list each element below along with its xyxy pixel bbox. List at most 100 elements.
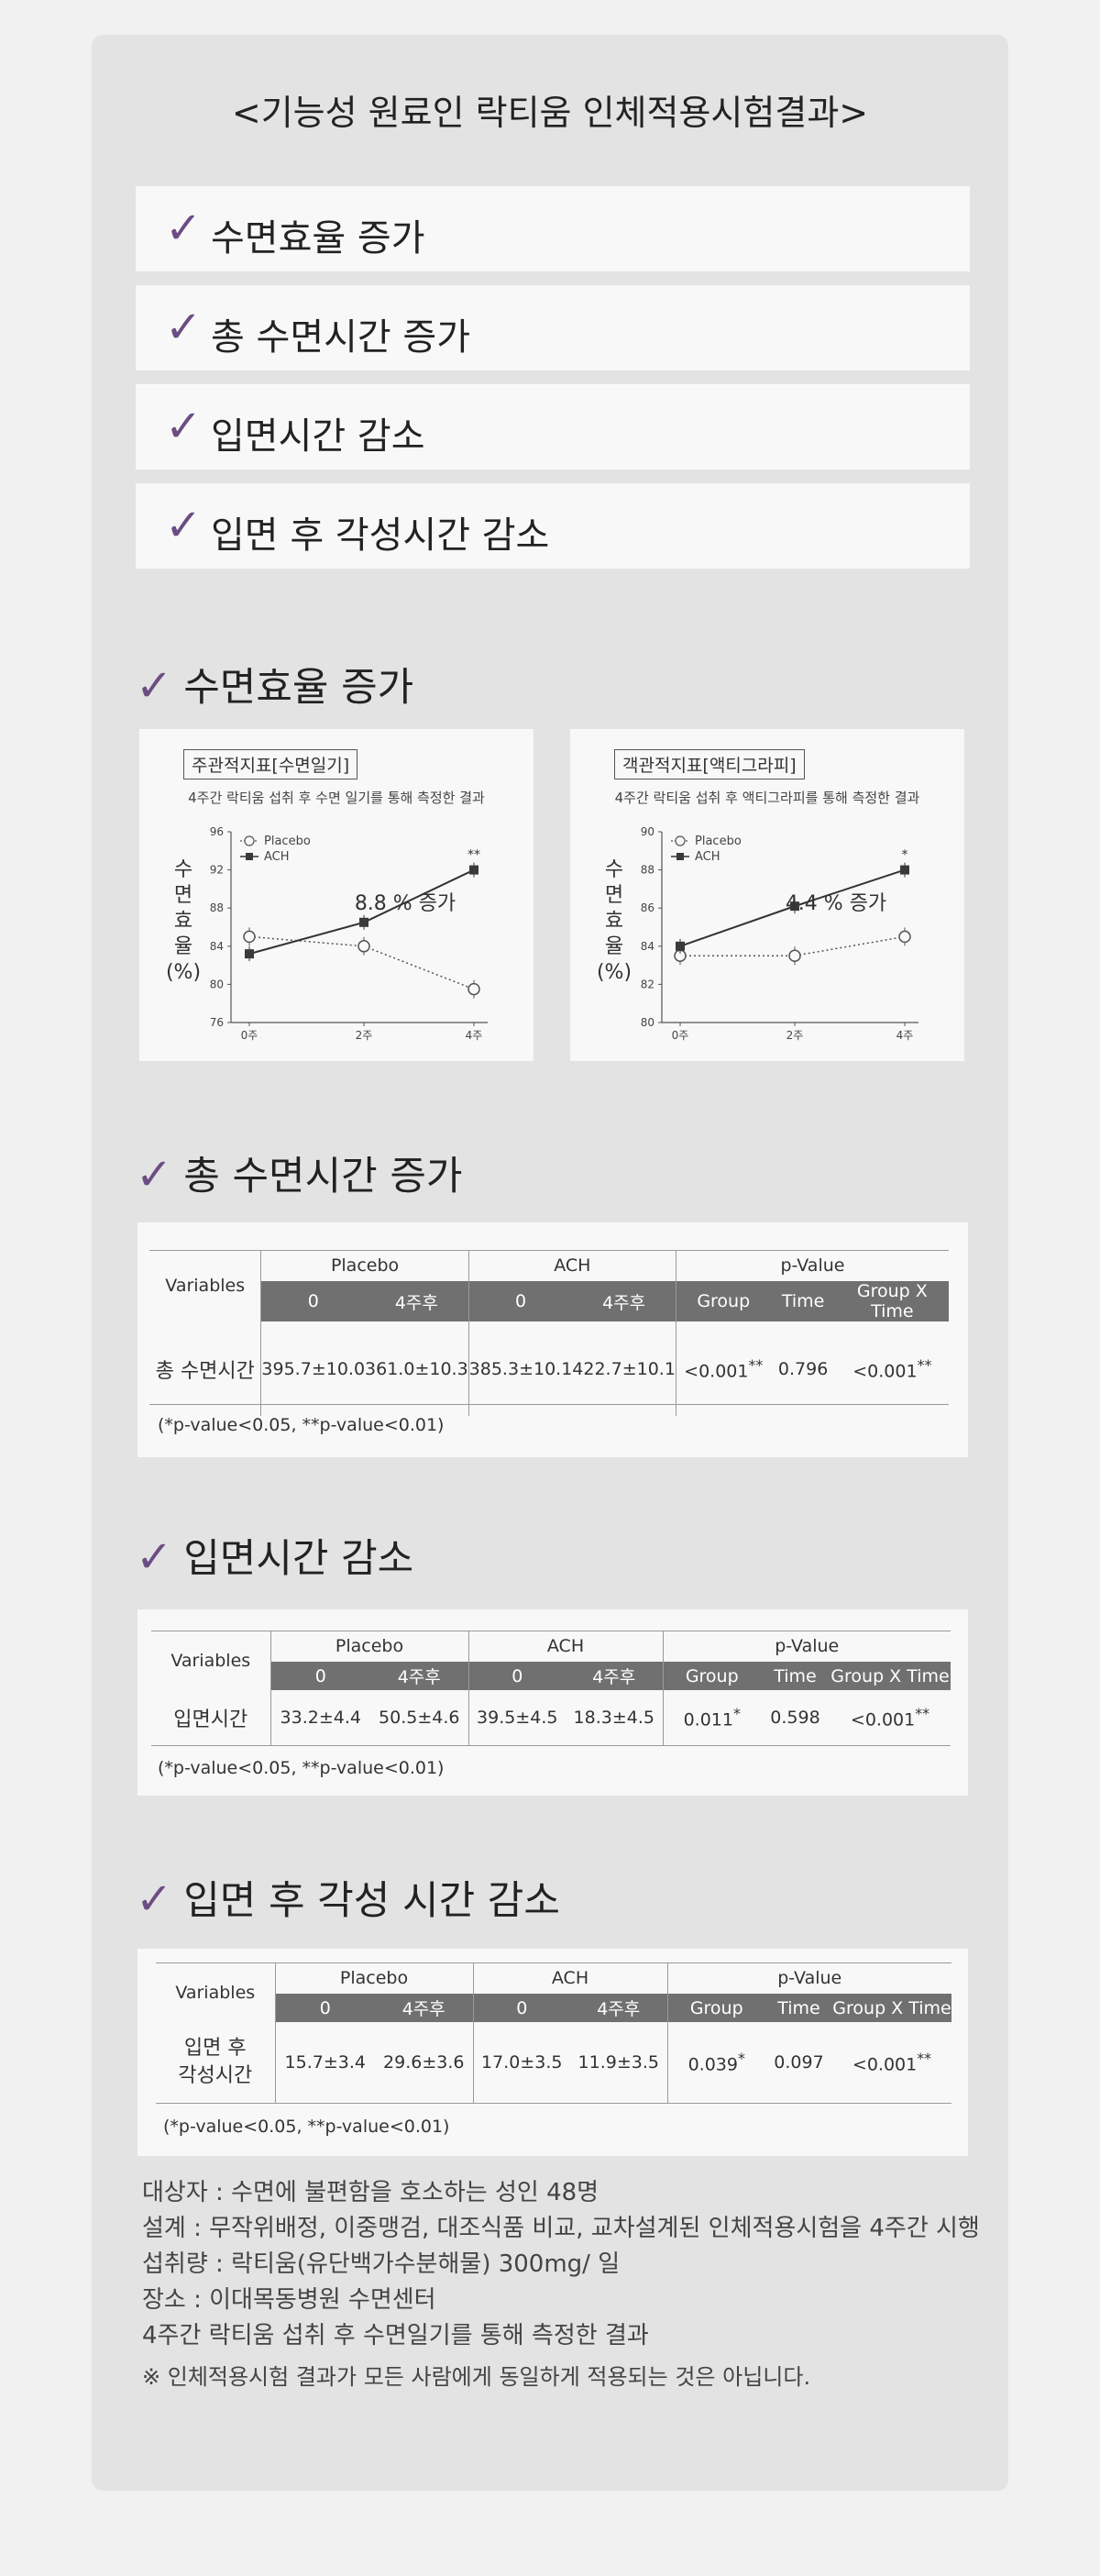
y-tick-label: 96 (210, 825, 224, 838)
legend-label-placebo: Placebo (264, 835, 311, 848)
x-tick-label: 4주 (466, 1029, 483, 1042)
subheader: 0 (473, 1994, 570, 2022)
table-cell: 0.598 (770, 1708, 820, 1728)
subheader: 4주후 (365, 1281, 469, 1321)
y-tick-label: 84 (641, 940, 654, 953)
study-notes: 대상자 : 수면에 불편함을 호소하는 성인 48명 설계 : 무작위배정, 이… (142, 2175, 980, 2395)
header-placebo: Placebo (270, 1631, 469, 1662)
table-cell: 39.5±4.5 (477, 1708, 558, 1728)
x-tick-label: 4주 (896, 1029, 914, 1042)
table-cell: <0.001** (684, 1355, 764, 1382)
summary-item-label: 입면시간 감소 (211, 415, 425, 458)
y-axis-label: 면 (605, 884, 623, 907)
line-chart: 76 80 84 88 92 96 0주 2주 4주 수면효율 (%) ** Placebo ACH 8.8… (166, 825, 488, 1042)
y-axis-label: 수 (174, 858, 192, 881)
summary-item-label: 수면효율 증가 (211, 217, 425, 260)
footnote: (*p-value<0.05, **p-value<0.01) (158, 1415, 445, 1435)
check-icon: ✓ (136, 1874, 173, 1925)
section-title-waso: ✓ 입면 후 각성 시간 감소 (136, 1874, 560, 1925)
note-line: 4주간 락티움 섭취 후 수면일기를 통해 측정한 결과 (142, 2322, 649, 2349)
section-title-sleep-onset: ✓ 입면시간 감소 (136, 1531, 414, 1583)
chart-subtitle: 4주간 락티움 섭취 후 수면 일기를 통해 측정한 결과 (188, 790, 485, 806)
y-tick-label: 86 (641, 901, 654, 914)
subheader: Time (761, 1662, 830, 1690)
table-cell: 385.3±10.1 (468, 1358, 573, 1379)
check-icon: ✓ (136, 1531, 173, 1583)
section-title-total-sleep: ✓ 총 수면시간 증가 (136, 1149, 463, 1200)
header-placebo: Placebo (260, 1250, 469, 1281)
table-cell: 0.097 (774, 2052, 824, 2073)
results-table: Variables Placebo ACH p-Value 0 4주후 0 4주… (149, 1250, 949, 1416)
data-point-placebo (898, 930, 911, 944)
legend-marker-placebo (675, 835, 686, 846)
y-tick-label: 80 (641, 1016, 654, 1029)
y-tick-label: 90 (641, 825, 654, 838)
table-card: Variables Placebo ACH p-Value 0 4주후 0 4주… (138, 1949, 968, 2156)
results-table: Variables Placebo ACH p-Value 0 4주후 0 4주… (151, 1631, 951, 1745)
significance-mark: * (902, 848, 908, 863)
table-cell: 0.011* (683, 1705, 741, 1730)
x-tick-label: 0주 (672, 1029, 689, 1042)
table-cell: <0.001** (852, 1355, 932, 1382)
table-cell: 18.3±4.5 (566, 1690, 664, 1745)
check-icon: ✓ (136, 1149, 173, 1200)
chart-title: 주관적지표[수면일기] (183, 749, 358, 779)
subheader: 4주후 (370, 1662, 469, 1690)
y-tick-label: 88 (641, 864, 654, 877)
y-axis-label: 효 (605, 910, 623, 933)
y-axis-label: 면 (174, 884, 192, 907)
note-line: 대상자 : 수면에 불편함을 호소하는 성인 48명 (142, 2179, 600, 2206)
subheader: 0 (468, 1662, 566, 1690)
summary-item: ✓ 입면 후 각성시간 감소 (136, 483, 970, 569)
subheader: Group X Time (830, 1662, 951, 1690)
subheader: Group (663, 1662, 761, 1690)
table-cell: 15.7±3.4 (284, 2052, 366, 2073)
table-cell: 395.7±10.0 (261, 1358, 366, 1379)
legend-label-placebo: Placebo (695, 835, 742, 848)
legend-marker-ach (246, 853, 253, 860)
subheader: Group (676, 1281, 771, 1321)
chart-annotation: 8.8 % 증가 (355, 892, 456, 915)
subheader: 0 (275, 1994, 375, 2022)
table-cell: 17.0±3.5 (481, 2052, 563, 2073)
subheader: Time (770, 1281, 836, 1321)
data-point-placebo (788, 949, 801, 962)
line-chart: 80 82 84 86 88 90 0주 2주 4주 수면효율 (%) * Placebo ACH 4.4 … (597, 825, 918, 1042)
table-cell: 29.6±3.6 (375, 2022, 474, 2103)
header-ach: ACH (468, 1631, 664, 1662)
subheader: Group (667, 1994, 765, 2022)
row-label: 입면 후 각성시간 (156, 2022, 276, 2103)
check-icon: ✓ (165, 401, 203, 452)
data-point-ach (900, 865, 909, 875)
y-axis-label: 수 (605, 858, 623, 881)
table-cell: 0.039* (688, 2050, 745, 2075)
y-axis-label: 효 (174, 910, 192, 933)
chart-subtitle: 4주간 락티움 섭취 후 액티그라피를 통해 측정한 결과 (614, 790, 920, 806)
subheader: 0 (260, 1281, 366, 1321)
note-line: 설계 : 무작위배정, 이중맹검, 대조식품 비교, 교차설계된 인체적용시험을… (142, 2215, 980, 2242)
page-title: <기능성 원료인 락티움 인체적용시험결과> (231, 93, 869, 133)
header-pvalue: p-Value (775, 1636, 840, 1656)
table-card: Variables Placebo ACH p-Value 0 4주후 0 4주… (138, 1609, 968, 1796)
table-cell: 33.2±4.4 (280, 1708, 361, 1728)
subheader: 0 (468, 1281, 573, 1321)
y-tick-label: 82 (641, 978, 654, 990)
check-icon: ✓ (165, 203, 203, 254)
row-label: 입면시간 (151, 1690, 271, 1745)
table-cell: 361.0±10.3 (365, 1321, 469, 1416)
data-point-placebo (243, 930, 256, 944)
footnote: (*p-value<0.05, **p-value<0.01) (163, 2117, 450, 2137)
y-tick-label: 80 (210, 978, 224, 990)
summary-item: ✓ 입면시간 감소 (136, 384, 970, 470)
y-tick-label: 92 (210, 864, 224, 877)
x-tick-label: 2주 (786, 1029, 804, 1042)
table-card: Variables Placebo ACH p-Value 0 4주후 0 4주… (138, 1222, 968, 1457)
summary-item-label: 입면 후 각성시간 감소 (211, 514, 550, 557)
table-cell: 50.5±4.6 (370, 1690, 469, 1745)
header-pvalue: p-Value (780, 1255, 845, 1276)
data-point-placebo (468, 982, 480, 996)
subheader: 0 (270, 1662, 370, 1690)
subheader: 4주후 (375, 1994, 474, 2022)
subheader: 4주후 (572, 1281, 676, 1321)
note-line: 장소 : 이대목동병원 수면센터 (142, 2286, 436, 2314)
